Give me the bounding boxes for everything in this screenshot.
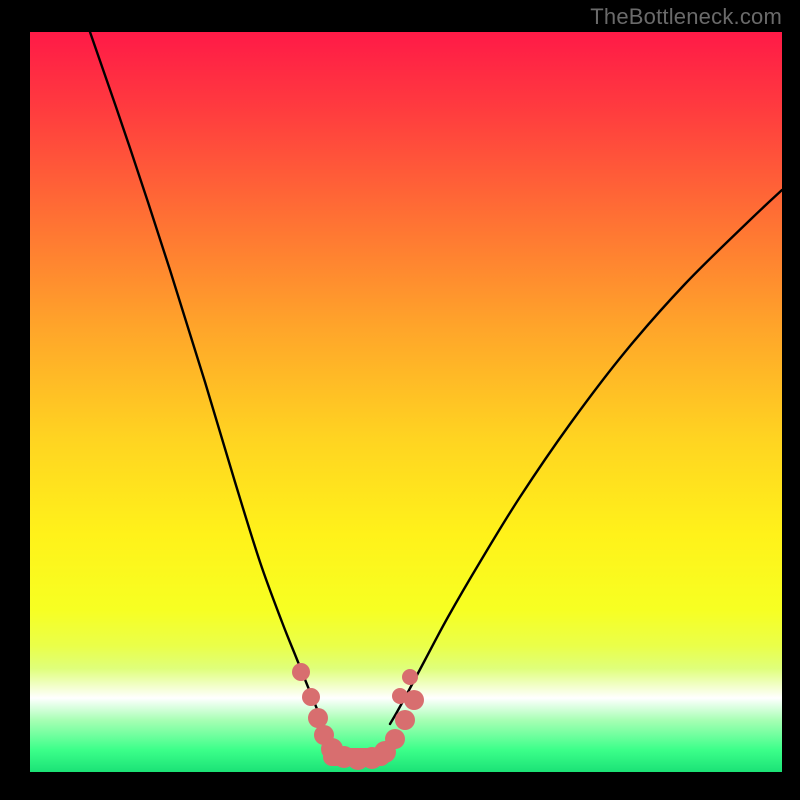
frame-left (0, 0, 30, 800)
frame-right (782, 0, 800, 800)
plot-area (30, 32, 782, 772)
frame-bottom (0, 772, 800, 800)
valley-dot (395, 710, 415, 730)
gradient-background (30, 32, 782, 772)
valley-dot (308, 708, 328, 728)
watermark-text: TheBottleneck.com (590, 4, 782, 30)
chart-svg (30, 32, 782, 772)
valley-dot (292, 663, 310, 681)
valley-dot (402, 669, 418, 685)
valley-dot (385, 729, 405, 749)
valley-dot (392, 688, 408, 704)
valley-dot (302, 688, 320, 706)
